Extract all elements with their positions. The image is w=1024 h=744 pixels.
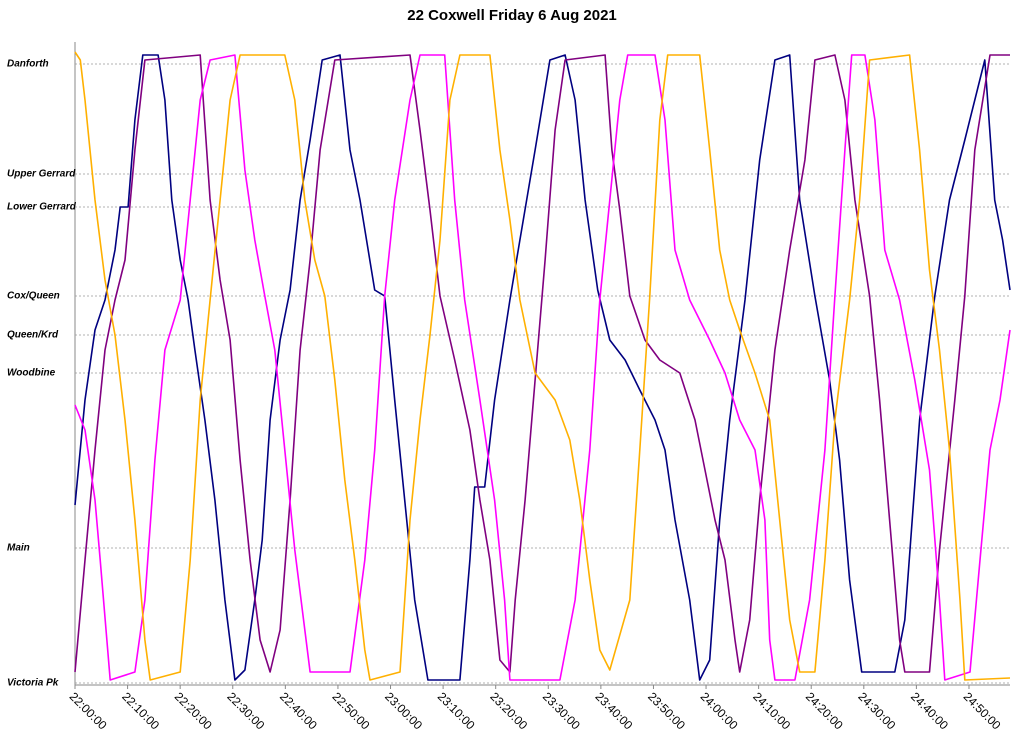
x-tick-label: 22:40:00 bbox=[277, 689, 320, 732]
x-tick-label: 24:10:00 bbox=[750, 689, 793, 732]
y-tick-label: Cox/Queen bbox=[7, 291, 60, 302]
y-tick-label: Upper Gerrard bbox=[7, 169, 76, 180]
y-tick-label: Main bbox=[7, 543, 30, 554]
x-tick-label: 23:00:00 bbox=[382, 689, 425, 732]
y-tick-label: Woodbine bbox=[7, 368, 56, 379]
y-tick-label: Queen/Krd bbox=[7, 330, 59, 341]
x-tick-label: 22:50:00 bbox=[330, 689, 373, 732]
x-tick-label: 23:50:00 bbox=[645, 689, 688, 732]
trip-line bbox=[74, 51, 1011, 681]
x-tick-label: 24:20:00 bbox=[803, 689, 846, 732]
x-tick-label: 23:20:00 bbox=[487, 689, 530, 732]
x-tick-label: 24:50:00 bbox=[961, 689, 1004, 732]
x-tick-label: 22:00:00 bbox=[67, 689, 110, 732]
x-tick-label: 23:10:00 bbox=[435, 689, 478, 732]
x-tick-label: 22:10:00 bbox=[119, 689, 162, 732]
x-tick-label: 24:40:00 bbox=[908, 689, 951, 732]
x-tick-label: 22:30:00 bbox=[224, 689, 267, 732]
y-tick-label: Victoria Pk bbox=[7, 678, 59, 689]
x-tick-label: 24:00:00 bbox=[698, 689, 741, 732]
x-tick-label: 23:40:00 bbox=[593, 689, 636, 732]
x-tick-label: 23:30:00 bbox=[540, 689, 583, 732]
trip-line bbox=[74, 54, 1010, 673]
trip-line bbox=[74, 54, 1011, 681]
trip-line bbox=[74, 54, 1011, 681]
y-tick-label: Lower Gerrard bbox=[7, 202, 77, 213]
y-tick-label: Danforth bbox=[7, 59, 49, 70]
x-tick-label: 24:30:00 bbox=[855, 689, 898, 732]
chart-title: 22 Coxwell Friday 6 Aug 2021 bbox=[407, 7, 617, 24]
x-tick-label: 22:20:00 bbox=[172, 689, 215, 732]
